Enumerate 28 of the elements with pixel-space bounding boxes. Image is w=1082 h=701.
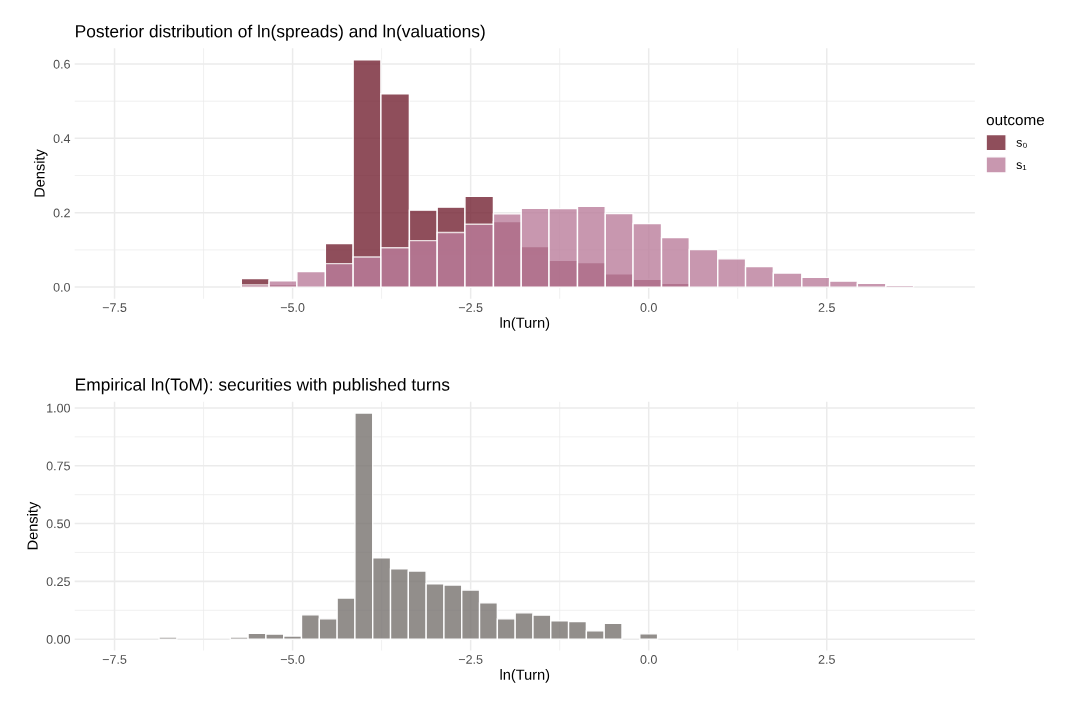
x-tick-label: 0.0 <box>640 655 657 664</box>
y-tick-label: 0.75 <box>46 461 70 471</box>
x-tick-label: −2.5 <box>458 303 483 312</box>
y-tick-label: 0.25 <box>46 577 70 587</box>
x-tick-label: −2.5 <box>458 655 483 664</box>
chart-title: Empirical ln(ToM): securities with published turns <box>76 377 450 395</box>
y-tick-label: 0.6 <box>53 59 70 69</box>
y-tick-label: 1.00 <box>47 403 70 413</box>
y-tick-label: 0.2 <box>53 208 70 218</box>
legend-label: s₁ <box>1016 162 1027 171</box>
y-axis-title: Density <box>27 501 41 550</box>
x-axis-title: ln(Turn) <box>500 669 550 683</box>
y-tick-label: 0.00 <box>46 635 70 644</box>
y-axis-title: Density <box>33 149 48 197</box>
x-tick-label: −7.5 <box>102 655 127 664</box>
x-tick-label: 2.5 <box>818 655 835 664</box>
chart-title: Posterior distribution of ln(spreads) and ln(valuations) <box>76 24 485 41</box>
x-tick-label: −7.5 <box>102 303 127 312</box>
x-tick-label: 2.5 <box>818 303 835 312</box>
y-tick-label: 0.50 <box>46 519 70 529</box>
legend-title: outcome <box>986 115 1045 126</box>
x-axis-title: ln(Turn) <box>500 317 550 331</box>
legend-label: s₀ <box>1016 139 1027 148</box>
x-tick-label: −5.0 <box>280 303 305 312</box>
x-tick-label: −5.0 <box>280 655 305 664</box>
y-tick-label: 0.4 <box>53 134 71 144</box>
y-tick-label: 0.0 <box>53 282 70 292</box>
x-tick-label: 0.0 <box>640 303 657 312</box>
